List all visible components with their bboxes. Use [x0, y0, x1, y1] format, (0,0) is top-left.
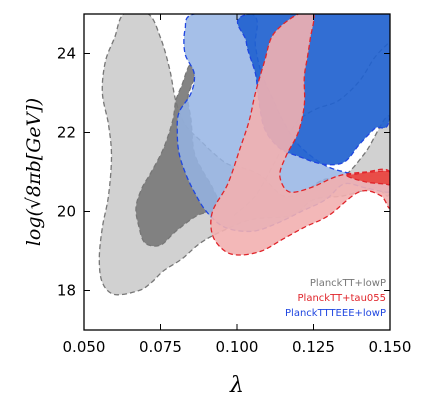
legend: PlanckTT+lowP PlanckTT+tau055 PlanckTTTEEE… — [285, 278, 386, 319]
x-tick-label: 0.100 — [216, 338, 259, 356]
y-tick-label: 22 — [57, 124, 76, 142]
legend-entry-plancktt-tau055: PlanckTT+tau055 — [298, 293, 386, 304]
x-tick-label: 0.150 — [369, 338, 412, 356]
y-tick-label: 24 — [57, 45, 76, 63]
y-tick-label: 20 — [57, 203, 76, 221]
y-tick-label: 18 — [57, 282, 76, 300]
plancktt-tau055-contour-95 — [210, 14, 390, 256]
x-axis-label: λ — [229, 373, 244, 398]
contour-layer — [98, 14, 390, 296]
legend-entry-planckttteee-lowp: PlanckTTTEEE+lowP — [285, 308, 386, 319]
axis-ticks: 0.050 0.075 0.100 0.125 0.150 18 20 22 24 — [57, 14, 412, 356]
legend-entry-plancktt-lowp: PlanckTT+lowP — [310, 278, 386, 289]
plancktt-tau055-contour-68 — [346, 170, 390, 186]
y-axis-label: log(√8πb[GeV]) — [23, 98, 45, 246]
series-plancktt-tau055 — [210, 14, 390, 256]
x-tick-label: 0.050 — [63, 338, 106, 356]
x-tick-label: 0.075 — [139, 338, 182, 356]
x-tick-label: 0.125 — [292, 338, 335, 356]
